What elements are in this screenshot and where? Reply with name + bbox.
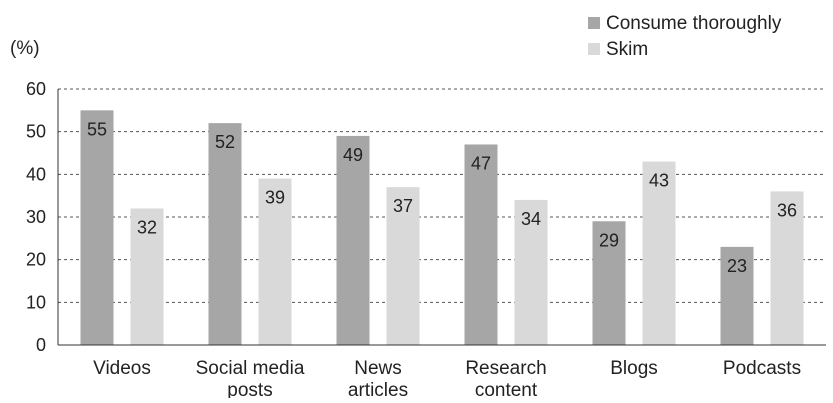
legend-swatch [588, 43, 600, 55]
bar [514, 199, 548, 345]
data-label: 37 [393, 196, 413, 216]
y-unit-label: (%) [10, 38, 40, 59]
bar [386, 187, 420, 345]
x-tick-label: Social media [196, 358, 305, 379]
y-tick-label: 20 [26, 250, 46, 270]
y-tick-label: 10 [26, 292, 46, 312]
data-label: 29 [599, 230, 619, 250]
x-tick-label: Research [465, 358, 546, 379]
y-tick-label: 60 [26, 79, 46, 99]
x-tick-label: News [354, 358, 402, 379]
x-tick-label: content [475, 380, 538, 398]
bar [642, 161, 676, 345]
x-tick-label: articles [348, 380, 408, 398]
data-label: 47 [471, 153, 491, 173]
x-tick-label: Podcasts [723, 358, 801, 379]
y-tick-label: 0 [36, 335, 46, 355]
bar [592, 221, 626, 345]
legend-swatch [588, 17, 600, 29]
data-label: 34 [521, 209, 541, 229]
x-tick-label: posts [227, 380, 272, 398]
bar [336, 135, 370, 345]
data-label: 49 [343, 145, 363, 165]
bar [720, 246, 754, 345]
bar [80, 110, 114, 345]
x-tick-label: Videos [93, 358, 151, 379]
bar [208, 123, 242, 345]
data-label: 32 [137, 217, 157, 237]
x-tick-label: Blogs [610, 358, 658, 379]
bars: 55 32 52 39 49 37 47 34 29 43 23 36 [80, 110, 804, 345]
bar [130, 208, 164, 345]
data-label: 36 [777, 200, 797, 220]
data-label: 52 [215, 132, 235, 152]
legend: Consume thoroughly Skim [588, 13, 782, 60]
y-tick-label: 30 [26, 207, 46, 227]
data-label: 43 [649, 171, 669, 191]
legend-label: Skim [606, 39, 648, 60]
bar [258, 178, 292, 345]
bar [464, 144, 498, 345]
bar [770, 191, 804, 345]
y-tick-label: 40 [26, 164, 46, 184]
data-label: 55 [87, 119, 107, 139]
gridlines [58, 88, 826, 303]
data-label: 23 [727, 256, 747, 276]
data-label: 39 [265, 188, 285, 208]
y-tick-label: 50 [26, 122, 46, 142]
legend-label: Consume thoroughly [606, 13, 782, 34]
